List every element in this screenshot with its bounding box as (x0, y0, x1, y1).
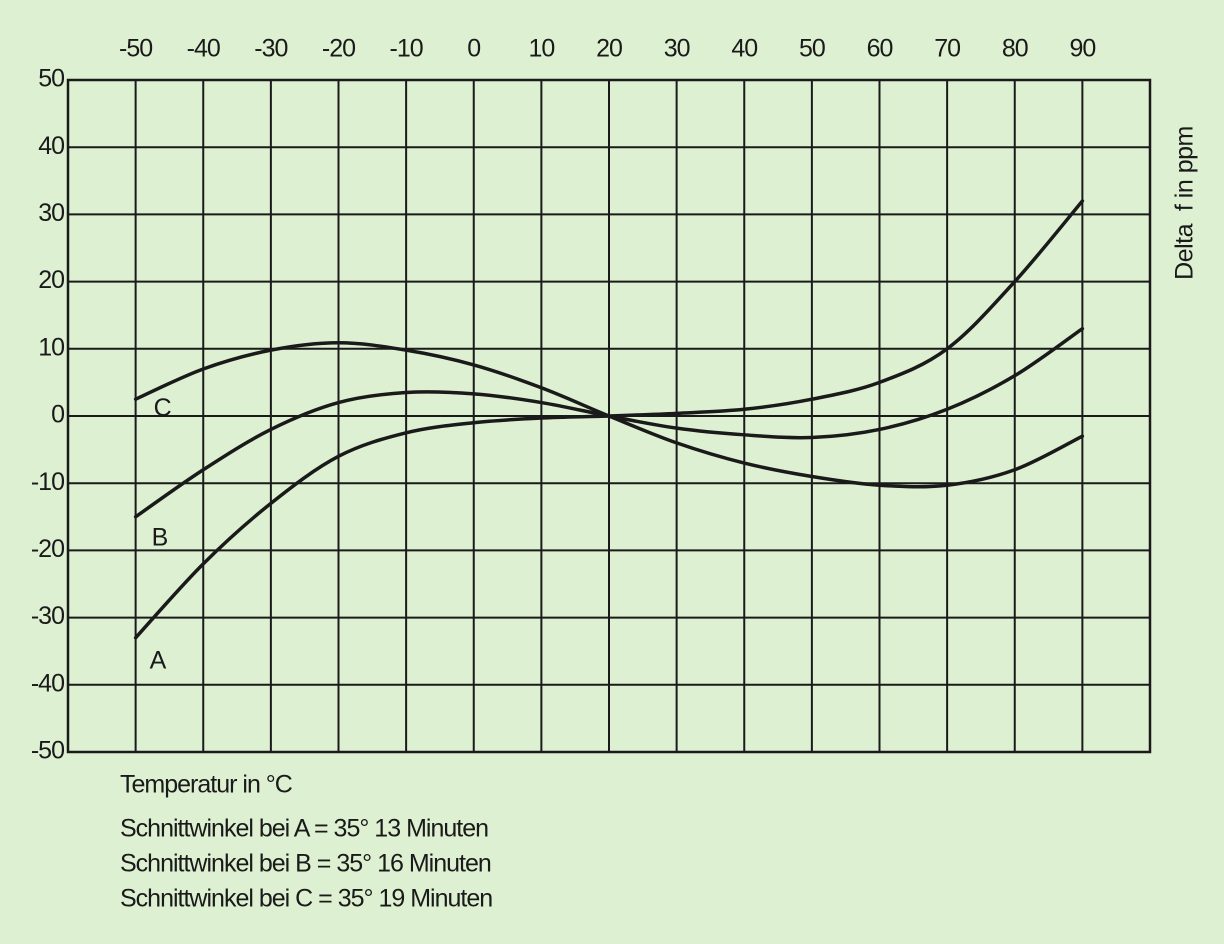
x-tick-label: 50 (799, 35, 825, 63)
y-tick-label: 10 (38, 333, 64, 361)
x-tick-label: 20 (596, 35, 622, 63)
y-tick-label: 0 (51, 401, 64, 429)
y-tick-label: 20 (38, 266, 64, 294)
note: Schnittwinkel bei A = 35° 13 Minuten (120, 815, 488, 843)
y-tick-label: -30 (31, 602, 64, 630)
series-label: A (150, 646, 167, 674)
x-tick-label: -50 (119, 35, 152, 63)
x-tick-label: 0 (467, 35, 480, 63)
x-tick-label: 60 (867, 35, 893, 63)
x-tick-label: 70 (934, 35, 960, 63)
x-tick-label: 40 (731, 35, 757, 63)
series-label: C (154, 394, 172, 422)
x-tick-label: 30 (664, 35, 690, 63)
x-tick-label: 80 (1002, 35, 1028, 63)
x-tick-label: -10 (390, 35, 423, 63)
y-tick-label: -40 (31, 669, 64, 697)
note: Schnittwinkel bei B = 35° 16 Minuten (120, 850, 491, 878)
y-tick-label: 50 (38, 65, 64, 93)
note: Schnittwinkel bei C = 35° 19 Minuten (120, 885, 492, 913)
x-tick-label: -30 (254, 35, 287, 63)
series-label: B (152, 523, 169, 551)
x-tick-label: 10 (528, 35, 554, 63)
y-tick-label: -10 (31, 468, 64, 496)
y-axis-label: Delta f in ppm (1171, 126, 1199, 280)
x-axis-label: Temperatur in °C (120, 771, 293, 799)
x-tick-label: -40 (187, 35, 220, 63)
y-tick-label: 30 (38, 199, 64, 227)
x-tick-label: 90 (1069, 35, 1095, 63)
x-tick-label: -20 (322, 35, 355, 63)
y-tick-label: 40 (38, 132, 64, 160)
y-tick-label: -50 (31, 737, 64, 765)
series-line (133, 341, 1085, 489)
y-tick-label: -20 (31, 535, 64, 563)
